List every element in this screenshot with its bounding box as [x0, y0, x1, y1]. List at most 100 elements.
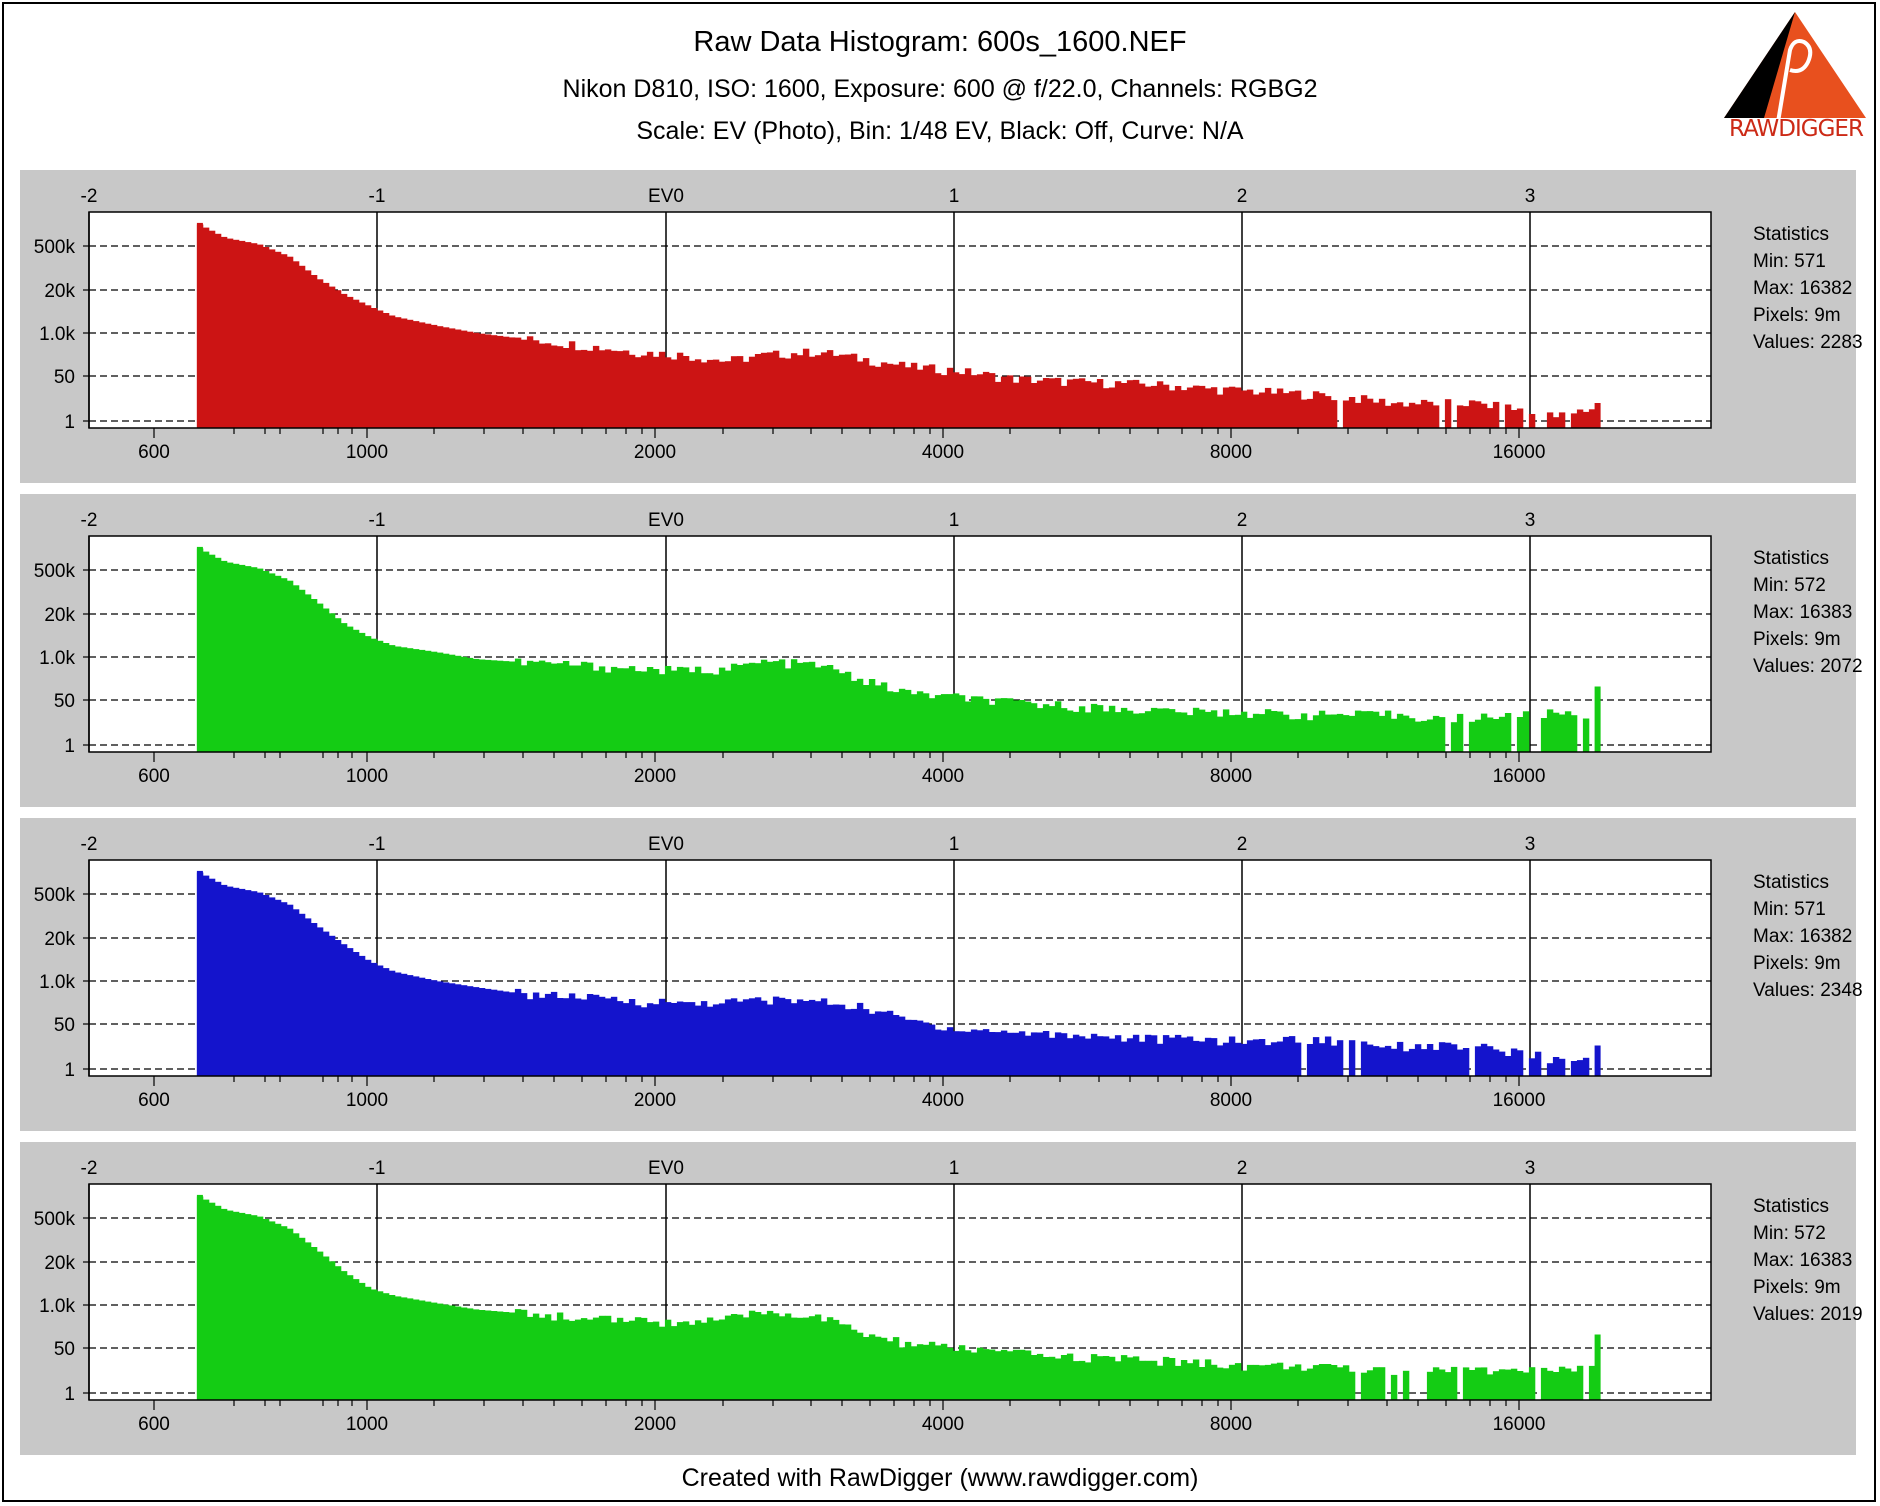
ev-tick-label: 2 — [1237, 1158, 1248, 1179]
histogram-bar — [1444, 399, 1452, 428]
histogram-bar — [478, 988, 486, 1076]
histogram-bar — [1138, 383, 1146, 428]
histogram-bar — [820, 352, 828, 428]
histogram-bar — [1234, 714, 1242, 752]
histogram-bar — [1576, 409, 1584, 428]
ev-tick-label: -2 — [81, 834, 98, 855]
x-tick-label: 4000 — [922, 1090, 964, 1111]
histogram-bar — [886, 1010, 894, 1076]
histogram-bar — [1378, 715, 1386, 752]
plot-border — [88, 535, 1712, 753]
histogram-bar — [496, 1311, 504, 1400]
histogram-bar — [394, 972, 402, 1076]
histogram-bar — [544, 343, 552, 428]
histogram-bar — [454, 655, 462, 752]
histogram-bar — [628, 1320, 636, 1400]
histogram-bar — [1366, 1044, 1374, 1076]
histogram-bar — [1594, 403, 1601, 428]
histogram-bar — [616, 1317, 624, 1400]
histogram-bar — [1132, 1356, 1140, 1400]
y-tick-label: 20k — [44, 1253, 75, 1274]
histogram-bar — [1162, 708, 1170, 752]
histogram-bar — [802, 662, 810, 752]
histogram-bar — [1048, 1037, 1056, 1076]
histogram-bar — [238, 888, 246, 1076]
histogram-bar — [526, 336, 534, 428]
histogram-bar — [394, 1296, 402, 1400]
histogram-bar — [448, 328, 456, 428]
histogram-bar — [838, 354, 846, 428]
histogram-bar — [448, 1305, 456, 1400]
histogram-bar — [1426, 1044, 1434, 1076]
histogram-bar — [718, 1319, 726, 1400]
histogram-bar — [802, 1317, 810, 1400]
histogram-bar — [544, 662, 552, 752]
histogram-bar — [460, 330, 468, 428]
histogram-bar — [262, 571, 270, 752]
histogram-bar — [334, 940, 342, 1076]
histogram-bar — [292, 1233, 300, 1400]
histogram-bar — [1540, 718, 1548, 752]
histogram-bar — [1246, 1364, 1254, 1400]
histogram-bar — [262, 895, 270, 1076]
histogram-bar — [274, 251, 282, 428]
histogram-bar — [1420, 720, 1428, 752]
histogram-bar — [1276, 388, 1284, 428]
histogram-bar — [796, 662, 804, 752]
histogram-bar — [1108, 387, 1116, 428]
histogram-bar — [376, 965, 384, 1076]
histogram-bar — [1210, 387, 1218, 428]
histogram-bar — [1438, 1369, 1446, 1400]
histogram-bar — [388, 315, 396, 428]
histogram-bar — [316, 279, 324, 428]
histogram-bar — [1054, 701, 1062, 752]
ev-tick-label: -2 — [81, 186, 98, 207]
histogram-bar — [220, 236, 228, 428]
histogram-bar — [1282, 393, 1290, 428]
histogram-bar — [1360, 395, 1368, 428]
histogram-bar — [1570, 1061, 1578, 1076]
plot-border — [88, 211, 1712, 429]
histogram-bar — [976, 1347, 984, 1400]
histogram-bar — [1156, 708, 1164, 752]
histogram-bar — [700, 1001, 708, 1076]
histogram-bar — [478, 333, 486, 428]
histogram-bar — [640, 671, 648, 752]
x-tick-label: 16000 — [1493, 1414, 1546, 1435]
histogram-bar — [796, 999, 804, 1076]
ev-tick-label: 2 — [1237, 186, 1248, 207]
histogram-bar — [904, 367, 912, 428]
histogram-bar — [1066, 1038, 1074, 1076]
histogram-bar — [232, 887, 240, 1076]
histogram-bar — [778, 659, 786, 752]
histogram-bar — [232, 1211, 240, 1400]
y-tick-label: 50 — [54, 691, 75, 712]
histogram-bar — [1228, 1036, 1236, 1076]
histogram-bar — [856, 361, 864, 428]
histogram-bar — [196, 1194, 203, 1400]
histogram-bar — [256, 568, 264, 752]
statistics-line: Pixels: 9m — [1753, 1277, 1841, 1298]
histogram-bar — [1306, 1368, 1314, 1400]
histogram-bar — [892, 1337, 900, 1400]
histogram-bar — [454, 984, 462, 1076]
histogram-bar — [346, 296, 354, 428]
statistics-line: Max: 16383 — [1753, 602, 1852, 623]
histogram-bar — [520, 1309, 528, 1400]
histogram-bar — [742, 999, 750, 1076]
statistics-line: Max: 16382 — [1753, 926, 1852, 947]
histogram-bar — [1156, 381, 1164, 428]
histogram-bar — [370, 1289, 378, 1400]
histogram-bar — [1312, 1365, 1320, 1400]
histogram-bar — [400, 318, 408, 428]
histogram-bar — [1552, 712, 1560, 752]
histogram-bar — [526, 660, 534, 752]
histogram-bar — [1378, 1047, 1386, 1076]
histogram-panel-G2: -2 -1 EV0 1 2 3 600 1000 2000 4000 8000 16000 500k 20… — [20, 1142, 1863, 1455]
histogram-bar — [778, 997, 786, 1076]
histogram-bar — [658, 674, 666, 752]
histogram-bar — [1342, 715, 1350, 752]
histogram-bar — [622, 1003, 630, 1076]
histogram-bar — [358, 632, 366, 752]
histogram-bar — [886, 363, 894, 428]
